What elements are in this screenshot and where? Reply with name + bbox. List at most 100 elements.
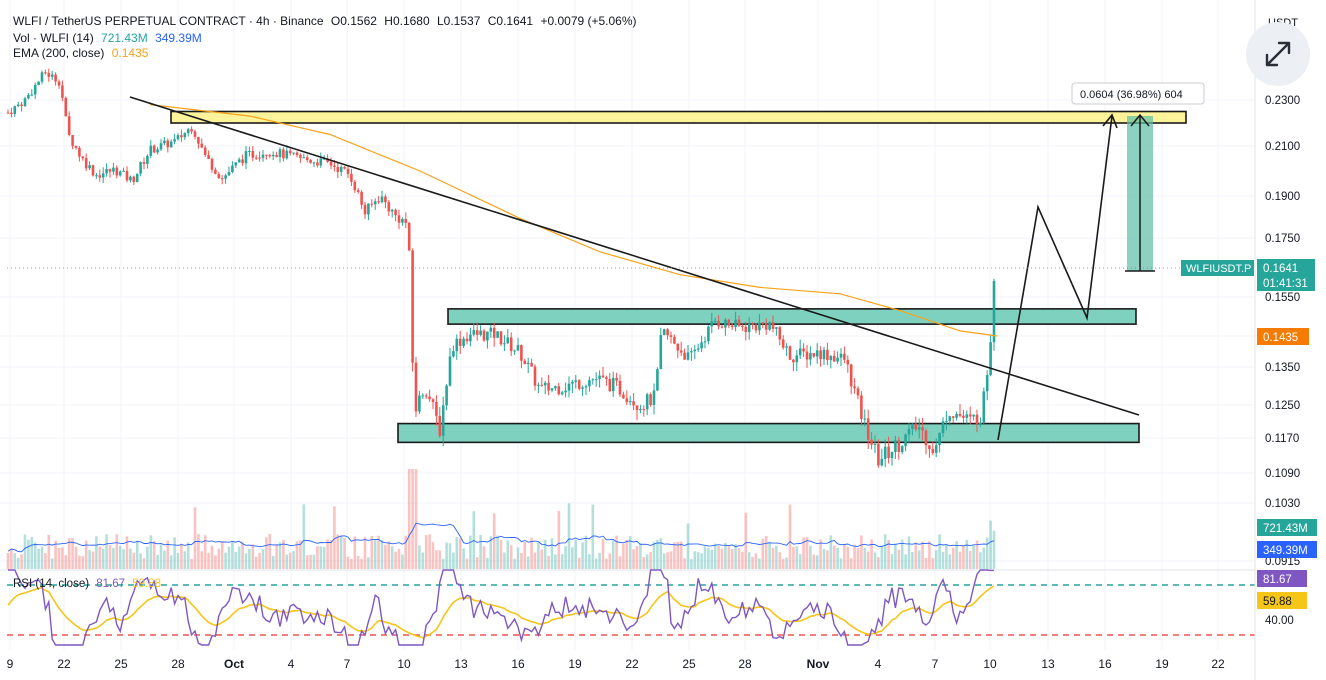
candle: [163, 140, 166, 144]
candle: [639, 408, 642, 411]
candle: [251, 150, 255, 158]
candle: [894, 440, 897, 452]
volume-bar: [571, 547, 574, 569]
candle: [856, 388, 860, 396]
volume-bar: [985, 537, 989, 569]
candle: [441, 405, 445, 436]
volume-bar: [911, 551, 914, 569]
volume-bar: [934, 550, 938, 569]
candle: [880, 458, 884, 466]
volume-bar: [394, 551, 397, 569]
volume-bar: [581, 542, 584, 569]
candle: [367, 203, 370, 215]
volume-bar: [71, 538, 74, 569]
candle: [438, 415, 442, 436]
volume-bar: [241, 541, 244, 569]
expand-icon: [1265, 41, 1291, 67]
candle: [581, 387, 584, 389]
svg-text:01:41:31: 01:41:31: [1263, 278, 1308, 290]
volume-bar: [890, 554, 894, 569]
candle: [350, 173, 353, 182]
volume-bar: [849, 558, 853, 569]
volume-bar: [271, 556, 275, 569]
candle: [843, 353, 846, 360]
candle: [866, 418, 870, 440]
candle: [673, 336, 676, 344]
svg-text:721.43M: 721.43M: [1263, 523, 1308, 535]
volume-bar: [462, 548, 465, 569]
volume-bar: [727, 545, 731, 569]
candle: [741, 325, 744, 327]
volume-bar: [333, 506, 336, 569]
candle: [642, 408, 646, 410]
volume-bar: [533, 552, 537, 569]
volume-bar: [190, 558, 193, 569]
volume-bar: [809, 545, 812, 569]
volume-bar: [193, 507, 197, 569]
candle: [707, 326, 710, 342]
candle: [951, 416, 955, 418]
candle: [50, 74, 54, 77]
volume-bar: [173, 537, 176, 569]
candle: [717, 320, 720, 327]
volume-bar: [207, 552, 210, 569]
volume-bar: [220, 542, 224, 569]
volume-bar: [917, 550, 921, 569]
volume-bar: [84, 540, 88, 569]
volume-bar: [594, 558, 598, 569]
volume-bar: [414, 469, 418, 569]
candle: [683, 352, 686, 360]
price-tick: 0.1750: [1265, 233, 1300, 245]
volume-bar: [248, 548, 251, 569]
volume-bar: [91, 551, 95, 569]
volume-bar: [10, 548, 13, 569]
volume-bar: [754, 553, 758, 569]
volume-ma-badge: 349.39M: [1257, 541, 1317, 558]
volume-bar: [965, 539, 969, 569]
volume-bar: [979, 552, 982, 569]
volume-bar: [176, 552, 180, 569]
candle: [180, 135, 183, 138]
price-tick: 0.1250: [1265, 400, 1300, 412]
volume-bar: [95, 536, 98, 569]
candle: [336, 167, 340, 172]
candle: [404, 219, 408, 223]
volume-bar: [598, 552, 601, 569]
ema-line: [149, 104, 998, 337]
volume-bar: [489, 536, 493, 569]
fullscreen-button[interactable]: [1246, 22, 1310, 86]
volume-bar: [234, 551, 238, 569]
candle: [166, 140, 170, 148]
volume-bar: [98, 546, 102, 569]
candle: [373, 201, 377, 205]
candle: [309, 160, 312, 163]
volume-bar: [608, 553, 612, 569]
candle: [605, 377, 608, 380]
measure-arrowhead: [1130, 113, 1150, 127]
volume-bar: [707, 548, 710, 569]
volume-bar: [761, 538, 765, 569]
candle: [411, 250, 414, 363]
candle: [329, 161, 333, 166]
candle: [258, 157, 261, 159]
zone-support: [397, 422, 1140, 444]
candle: [836, 357, 839, 362]
volume-bar: [486, 557, 489, 569]
candle: [520, 345, 523, 361]
candle: [193, 131, 197, 137]
volume-bar: [118, 545, 122, 569]
candle: [210, 158, 214, 170]
volume-bar: [676, 541, 680, 569]
volume-bar: [931, 558, 935, 569]
candle: [883, 446, 887, 459]
volume-bar: [601, 538, 605, 569]
volume-bar: [428, 534, 431, 569]
date-tick: 25: [682, 657, 696, 671]
candle: [730, 325, 734, 328]
volume-bar: [982, 547, 986, 569]
volume-bar: [101, 548, 105, 569]
candle: [71, 134, 74, 146]
volume-bar: [326, 539, 329, 569]
